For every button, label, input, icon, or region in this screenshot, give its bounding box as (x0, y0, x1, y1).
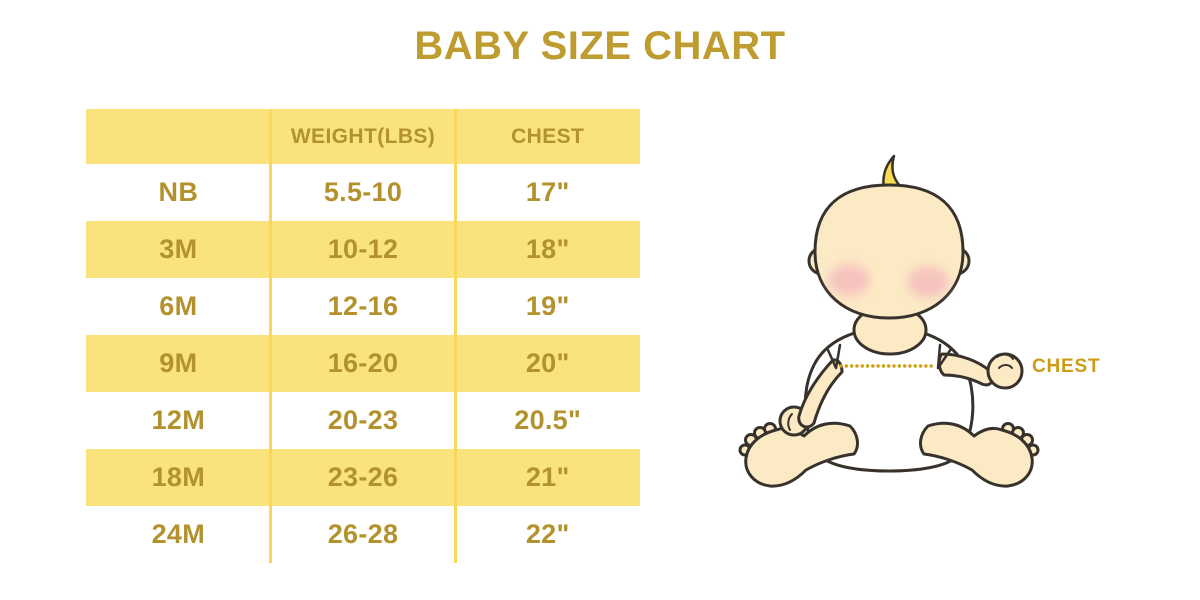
page-title: BABY SIZE CHART (414, 24, 786, 68)
baby-right-arm (937, 352, 1024, 390)
table-row: NB 5.5-10 17" (86, 164, 640, 221)
baby-head (813, 183, 965, 320)
column-separator-2 (453, 109, 457, 563)
weight-cell: 12-16 (327, 291, 399, 321)
size-cell: 24M (151, 519, 206, 549)
size-cell: NB (158, 177, 199, 207)
header-size-cell (86, 109, 271, 164)
chest-cell: 17" (525, 177, 570, 207)
size-cell: 12M (151, 405, 206, 435)
chest-cell: 22" (525, 519, 570, 549)
table-row: 18M 23-26 21" (86, 449, 640, 506)
table-row: 9M 16-20 20" (86, 335, 640, 392)
weight-cell: 23-26 (327, 462, 399, 492)
size-cell: 3M (159, 234, 198, 264)
size-cell: 18M (151, 462, 206, 492)
chest-cell: 19" (525, 291, 570, 321)
weight-cell: 5.5-10 (323, 177, 403, 207)
chest-cell: 21" (525, 462, 570, 492)
size-chart-table: WEIGHT(LBS) CHEST NB 5.5-10 17" 3M 10-12… (86, 109, 640, 563)
size-cell: 9M (159, 348, 198, 378)
baby-left-leg (738, 421, 859, 488)
chest-cell: 20.5" (514, 405, 582, 435)
weight-cell: 10-12 (327, 234, 399, 264)
weight-cell: 16-20 (327, 348, 399, 378)
table-row: 12M 20-23 20.5" (86, 392, 640, 449)
baby-illustration: CHEST (720, 140, 1120, 550)
sleeve-notch-right (936, 343, 953, 370)
size-cell: 6M (159, 291, 198, 321)
table-row: 6M 12-16 19" (86, 278, 640, 335)
chest-cell: 18" (525, 234, 570, 264)
table-header-row: WEIGHT(LBS) CHEST (86, 109, 640, 164)
table-row: 3M 10-12 18" (86, 221, 640, 278)
baby-blush-left (828, 264, 870, 296)
baby-blush-right (907, 266, 949, 298)
header-chest-cell: CHEST (511, 124, 585, 148)
column-separator-1 (269, 109, 273, 563)
header-weight-cell: WEIGHT(LBS) (290, 124, 436, 148)
table-row: 24M 26-28 22" (86, 506, 640, 563)
sleeve-notch-left (826, 343, 842, 370)
weight-cell: 26-28 (327, 519, 399, 549)
baby-right-leg (919, 421, 1040, 488)
chest-label: CHEST (1032, 356, 1100, 377)
baby-illustration-svg: CHEST (738, 154, 1100, 488)
weight-cell: 20-23 (327, 405, 399, 435)
chest-cell: 20" (525, 348, 570, 378)
